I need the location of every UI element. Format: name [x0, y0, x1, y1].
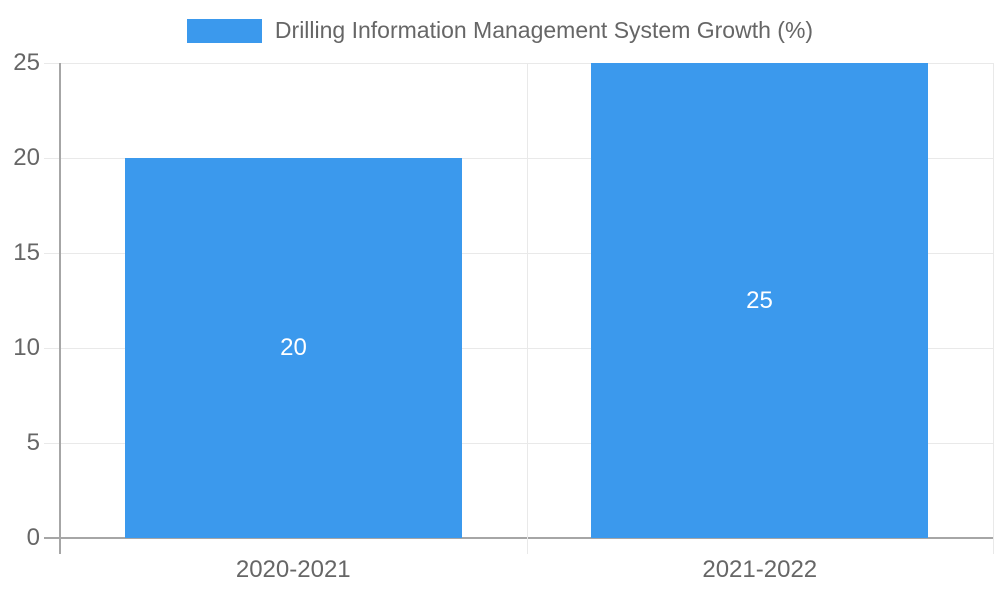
bar[interactable]: 25 — [591, 63, 928, 538]
bar-value-label: 25 — [746, 286, 773, 314]
gridline-horizontal — [44, 253, 993, 254]
y-tick-label: 10 — [13, 334, 40, 361]
chart-legend[interactable]: Drilling Information Management System G… — [0, 17, 1000, 44]
y-axis-line — [59, 63, 61, 554]
x-category-label: 2020-2021 — [235, 556, 351, 583]
bar-value-label: 20 — [280, 334, 307, 361]
legend-label: Drilling Information Management System G… — [274, 17, 814, 43]
y-tick-label: 0 — [26, 524, 40, 551]
legend-swatch — [186, 18, 262, 43]
gridline-vertical — [993, 63, 994, 554]
gridline-horizontal — [44, 348, 993, 349]
x-category-label: 2021-2022 — [702, 556, 818, 583]
x-axis-baseline — [44, 537, 993, 539]
y-tick-label: 25 — [13, 49, 40, 76]
plot-area: 20 25 — [44, 63, 994, 554]
y-tick-label: 20 — [13, 144, 40, 171]
gridline-horizontal — [44, 158, 993, 159]
gridline-horizontal — [44, 443, 993, 444]
gridline-vertical — [526, 63, 528, 554]
bar[interactable]: 20 — [125, 158, 462, 538]
gridline-horizontal — [44, 63, 993, 64]
y-tick-label: 5 — [26, 429, 40, 456]
y-tick-label: 15 — [13, 239, 40, 266]
